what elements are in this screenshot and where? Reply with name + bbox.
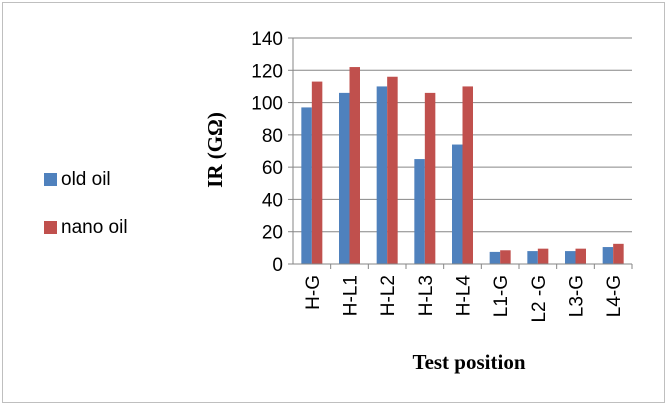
legend-swatch-nano-oil — [44, 221, 57, 234]
bar-nano-oil-4 — [462, 86, 473, 264]
y-axis-title: IR (GΩ) — [203, 112, 227, 188]
y-tick-labels: 0 20 40 60 80 100 120 140 — [251, 29, 283, 276]
x-tick-labels: H-G H-L1 H-L2 H-L3 H-L4 L1-G L2 -G L3-G L4-G — [303, 275, 625, 323]
bar-old-oil-6 — [527, 251, 538, 264]
y-tick-label: 20 — [262, 223, 283, 244]
y-tick-label: 40 — [262, 190, 283, 211]
x-tick-label: L4-G — [604, 275, 625, 317]
bar-old-oil-0 — [301, 107, 312, 265]
chart-frame — [2, 2, 665, 403]
bar-nano-oil-1 — [349, 67, 360, 264]
bar-old-oil-7 — [565, 251, 576, 264]
bar-nano-oil-3 — [424, 92, 436, 264]
x-tick-label: H-L2 — [378, 275, 399, 316]
x-tick-label: L1-G — [491, 275, 512, 317]
x-tick-label: L3-G — [567, 275, 588, 317]
bar-nano-oil-6 — [537, 248, 549, 264]
bar-old-oil-3 — [414, 159, 425, 264]
bars — [301, 67, 624, 265]
x-tick-label: H-L4 — [454, 275, 475, 317]
legend-label-old-oil: old oil — [61, 169, 111, 190]
x-tick-label: H-L3 — [416, 275, 437, 316]
bar-old-oil-1 — [339, 92, 350, 264]
bar-old-oil-8 — [602, 247, 614, 264]
y-tick-label: 140 — [251, 29, 283, 50]
x-tick-label: H-G — [303, 275, 324, 310]
bar-nano-oil-7 — [575, 248, 586, 264]
bar-old-oil-2 — [376, 86, 388, 264]
legend-swatch-old-oil — [44, 173, 57, 186]
bar-old-oil-5 — [489, 251, 501, 264]
y-tick-label: 0 — [272, 255, 283, 276]
legend-label-nano-oil: nano oil — [61, 217, 128, 238]
bar-nano-oil-8 — [613, 243, 624, 264]
y-tick-label: 80 — [262, 126, 283, 147]
axes — [288, 37, 633, 269]
bar-nano-oil-2 — [387, 76, 398, 264]
y-tick-label: 120 — [251, 61, 283, 82]
y-tick-label: 100 — [251, 94, 283, 115]
bar-nano-oil-0 — [311, 81, 323, 264]
bar-nano-oil-5 — [500, 250, 511, 264]
bar-old-oil-4 — [452, 144, 463, 264]
legend: old oil nano oil — [44, 169, 128, 238]
x-axis-title: Test position — [412, 350, 525, 374]
x-tick-label: H-L1 — [341, 275, 362, 316]
y-tick-label: 60 — [262, 158, 283, 179]
x-tick-label: L2 -G — [529, 275, 550, 323]
